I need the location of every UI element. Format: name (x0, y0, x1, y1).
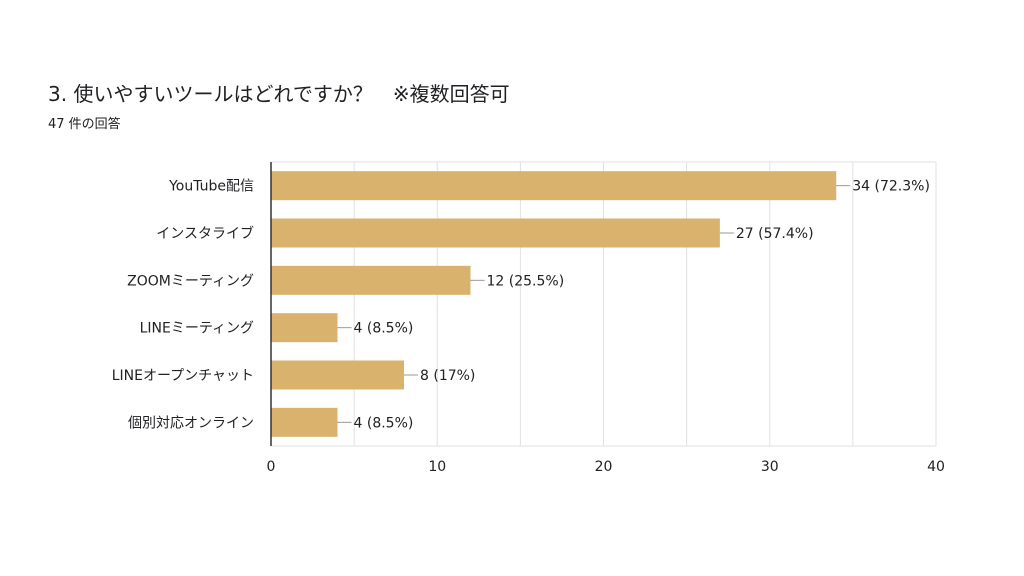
data-label: 12 (25.5%) (487, 273, 565, 289)
category-label: YouTube配信 (168, 179, 254, 195)
category-label: ZOOMミーティング (127, 273, 254, 289)
bar-1 (271, 171, 837, 201)
x-tick-label: 40 (927, 459, 945, 475)
bar-4 (271, 313, 338, 343)
category-label: 個別対応オンライン (128, 415, 254, 431)
data-label: 4 (8.5%) (354, 321, 414, 337)
bar-3 (271, 265, 471, 295)
x-tick-label: 0 (267, 459, 276, 475)
x-tick-label: 20 (595, 459, 613, 475)
x-tick-label: 30 (761, 459, 779, 475)
data-label: 34 (72.3%) (852, 179, 930, 195)
bar-2 (271, 218, 720, 248)
data-label: 27 (57.4%) (736, 226, 814, 242)
data-label: 8 (17%) (420, 368, 475, 384)
data-label: 4 (8.5%) (354, 415, 414, 431)
response-count: 47 件の回答 (48, 117, 121, 132)
category-label: LINEミーティング (140, 321, 254, 337)
x-tick-label: 10 (428, 459, 446, 475)
question-title: 3. 使いやすいツールはどれですか？ ※複数回答可 (48, 82, 510, 106)
category-label: LINEオープンチャット (112, 368, 254, 384)
bar-6 (271, 407, 338, 437)
bar-5 (271, 360, 404, 390)
category-label: インスタライブ (156, 225, 254, 242)
